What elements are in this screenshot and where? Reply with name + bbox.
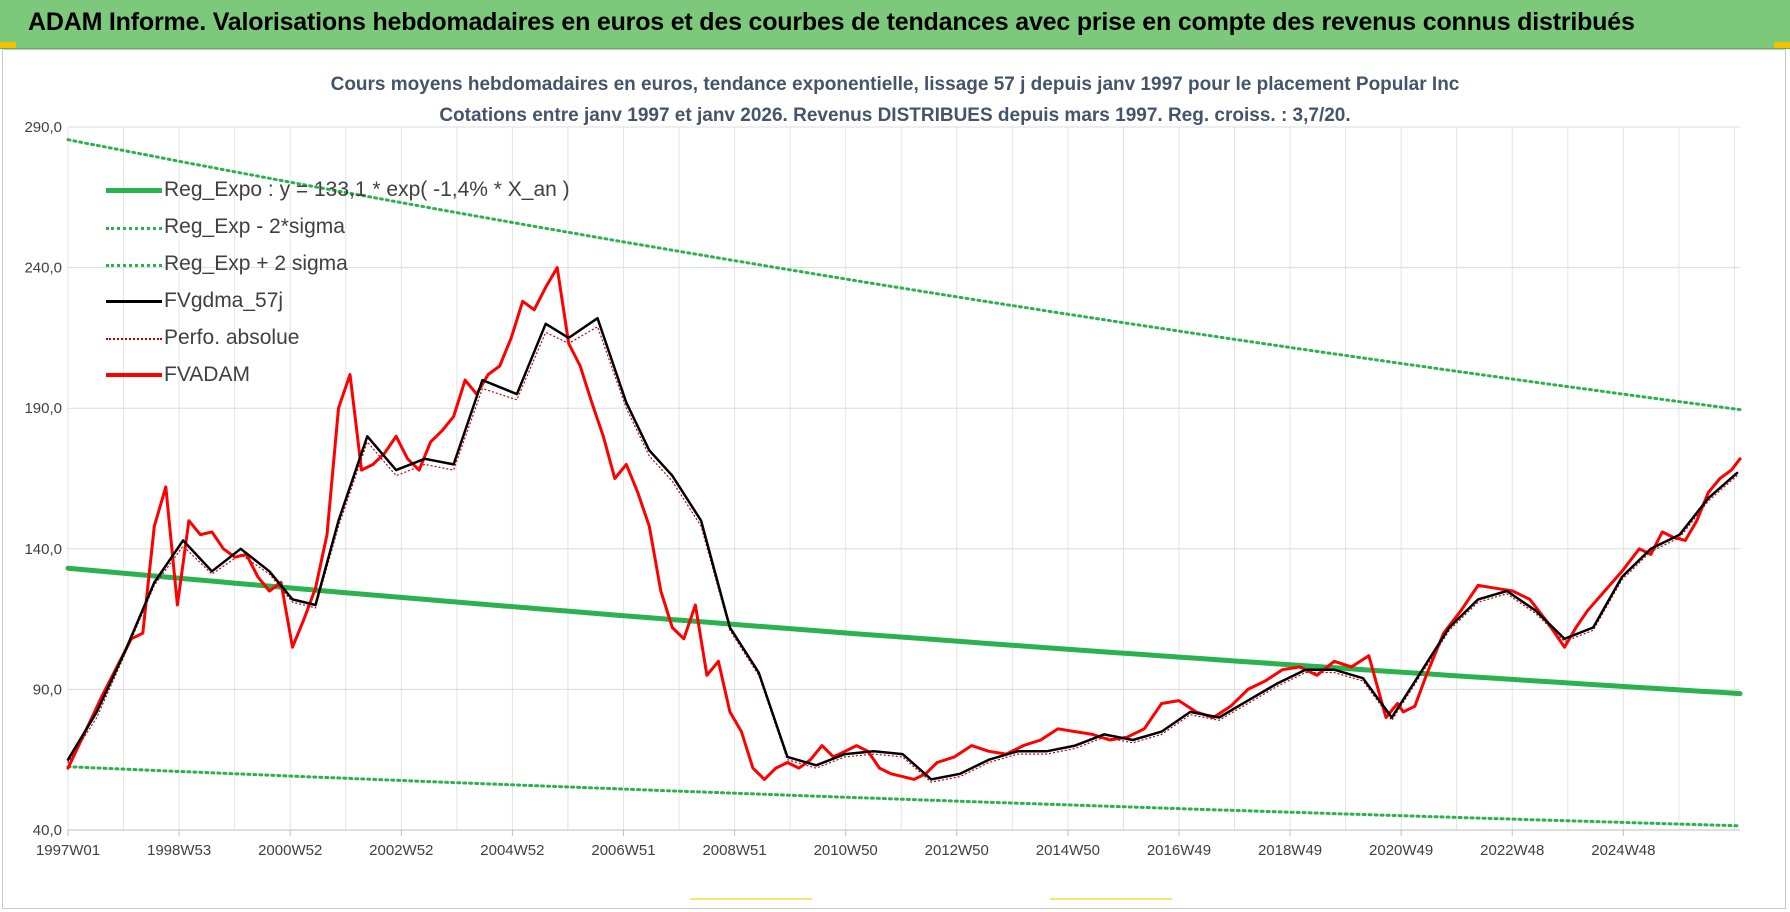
report-banner: ADAM Informe. Valorisations hebdomadaire… (0, 0, 1790, 49)
legend-label-reg-plus: Reg_Exp + 2 sigma (164, 252, 348, 275)
series-fvgdma (66, 316, 1739, 781)
legend-label-fvadam: FVADAM (164, 363, 250, 386)
legend-label-fvgdma: FVgdma_57j (164, 289, 284, 312)
x-tick-label: 2012W50 (925, 842, 989, 859)
corner-mark-left (0, 42, 16, 48)
x-tick-label: 2004W52 (480, 842, 544, 859)
y-tick-label: 290,0 (24, 119, 62, 136)
chart-title-line2: Cotations entre janv 1997 et janv 2026. … (439, 105, 1351, 126)
corner-mark-right (1774, 42, 1790, 48)
x-tick-label: 2020W49 (1369, 842, 1433, 859)
x-tick-label: 1998W53 (147, 842, 211, 859)
y-tick-label: 190,0 (24, 400, 62, 417)
series-layer (65, 138, 1743, 828)
x-tick-label: 2010W50 (814, 842, 878, 859)
x-tick-label: 2002W52 (369, 842, 433, 859)
x-tick-label: 1997W01 (36, 842, 100, 859)
x-tick-label: 2008W51 (702, 842, 766, 859)
x-tick-label: 2006W51 (591, 842, 655, 859)
series-perfo-absolue (67, 326, 1738, 783)
legend-swatch-fvgdma (106, 300, 162, 303)
x-tick-label: 2022W48 (1480, 842, 1544, 859)
x-tick-label: 2000W52 (258, 842, 322, 859)
grid-layer (67, 126, 1740, 831)
chart-frame (2, 49, 1786, 909)
legend-label-reg-minus: Reg_Exp - 2*sigma (164, 215, 345, 238)
x-tick-label: 2014W50 (1036, 842, 1100, 859)
legend-swatch-reg-plus (106, 264, 162, 267)
axis-layer: 40,0 90,0 140,0 190,0 240,0 290,0 1997W01 1998W… (24, 119, 1740, 859)
chart-title-line1: Cours moyens hebdomadaires en euros, ten… (330, 74, 1460, 95)
series-reg-minus-2sigma (66, 765, 1742, 828)
x-tick-label: 2016W49 (1147, 842, 1211, 859)
decorative-underline (1050, 898, 1172, 900)
legend-label-perfo: Perfo. absolue (164, 326, 300, 349)
y-tick-label: 140,0 (24, 541, 62, 558)
x-tick-label: 2018W49 (1258, 842, 1322, 859)
decorative-underline (690, 898, 812, 900)
legend-swatch-perfo (106, 338, 162, 340)
y-tick-label: 40,0 (33, 822, 62, 839)
legend-swatch-reg-minus (106, 227, 162, 230)
legend-swatch-reg-expo (106, 188, 162, 193)
series-reg-plus-2sigma (66, 138, 1742, 412)
x-tick-label: 2024W48 (1591, 842, 1655, 859)
legend-swatch-fvadam (106, 373, 162, 377)
y-tick-label: 240,0 (24, 260, 62, 277)
series-fvadam (66, 266, 1742, 781)
legend-label-reg-expo: Reg_Expo : y = 133,1 * exp( -1,4% * X_an… (164, 178, 570, 201)
report-title: ADAM Informe. Valorisations hebdomadaire… (28, 8, 1635, 36)
series-reg-expo (65, 565, 1743, 697)
y-tick-label: 90,0 (33, 681, 62, 698)
